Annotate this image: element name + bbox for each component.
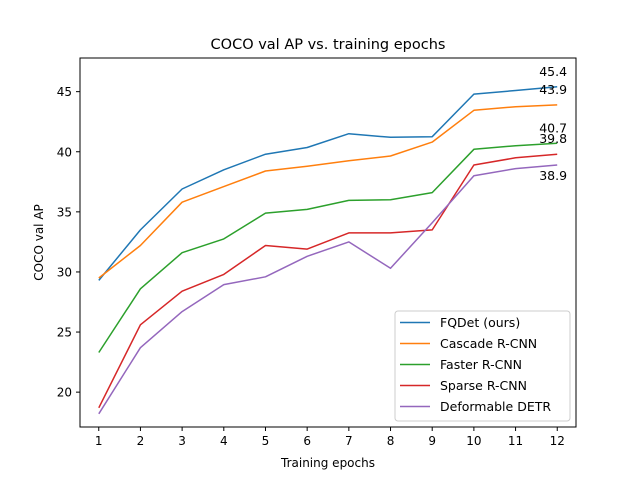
x-axis-label: Training epochs [280, 456, 375, 470]
y-tick-label: 35 [57, 205, 72, 219]
x-tick-label: 9 [428, 434, 436, 448]
series-line-0 [98, 86, 558, 281]
end-value-label: 38.9 [539, 168, 567, 183]
x-tick-label: 1 [95, 434, 103, 448]
y-tick-label: 40 [57, 145, 72, 159]
end-value-label: 43.9 [539, 82, 567, 97]
legend-label: Cascade R-CNN [440, 336, 537, 351]
chart-title: COCO val AP vs. training epochs [211, 37, 446, 53]
x-tick-label: 8 [387, 434, 395, 448]
y-tick-label: 25 [57, 326, 72, 340]
x-tick-label: 11 [508, 434, 523, 448]
series-line-4 [98, 164, 558, 415]
x-tick-label: 10 [466, 434, 481, 448]
legend-label: Deformable DETR [440, 399, 551, 414]
x-tick-label: 6 [303, 434, 311, 448]
series-line-3 [98, 153, 558, 409]
end-value-label: 40.7 [539, 120, 567, 135]
x-tick-label: 2 [137, 434, 145, 448]
y-tick-label: 30 [57, 265, 72, 279]
series-line-1 [98, 104, 558, 279]
y-tick-label: 45 [57, 85, 72, 99]
x-tick-label: 3 [178, 434, 186, 448]
plot-frame [79, 57, 577, 428]
y-tick-label: 20 [57, 386, 72, 400]
legend-box [394, 310, 571, 422]
legend-label: FQDet (ours) [440, 315, 520, 330]
end-value-label: 45.4 [539, 64, 567, 79]
legend-label: Faster R-CNN [440, 357, 522, 372]
x-tick-label: 12 [550, 434, 565, 448]
plot-area: 1 2 3 4 5 6 7 8 9 10 11 1220253035404545.443.940.73… [57, 64, 567, 448]
x-tick-label: 7 [345, 434, 353, 448]
legend: FQDet (ours) Cascade R-CNN Faster R-CNN Spa… [394, 310, 571, 422]
x-tick-label: 5 [262, 434, 270, 448]
end-value-label: 39.8 [539, 131, 567, 146]
x-tick-label: 4 [220, 434, 228, 448]
legend-label: Sparse R-CNN [440, 378, 527, 393]
series-line-2 [98, 142, 558, 353]
y-axis-label: COCO val AP [32, 204, 46, 281]
